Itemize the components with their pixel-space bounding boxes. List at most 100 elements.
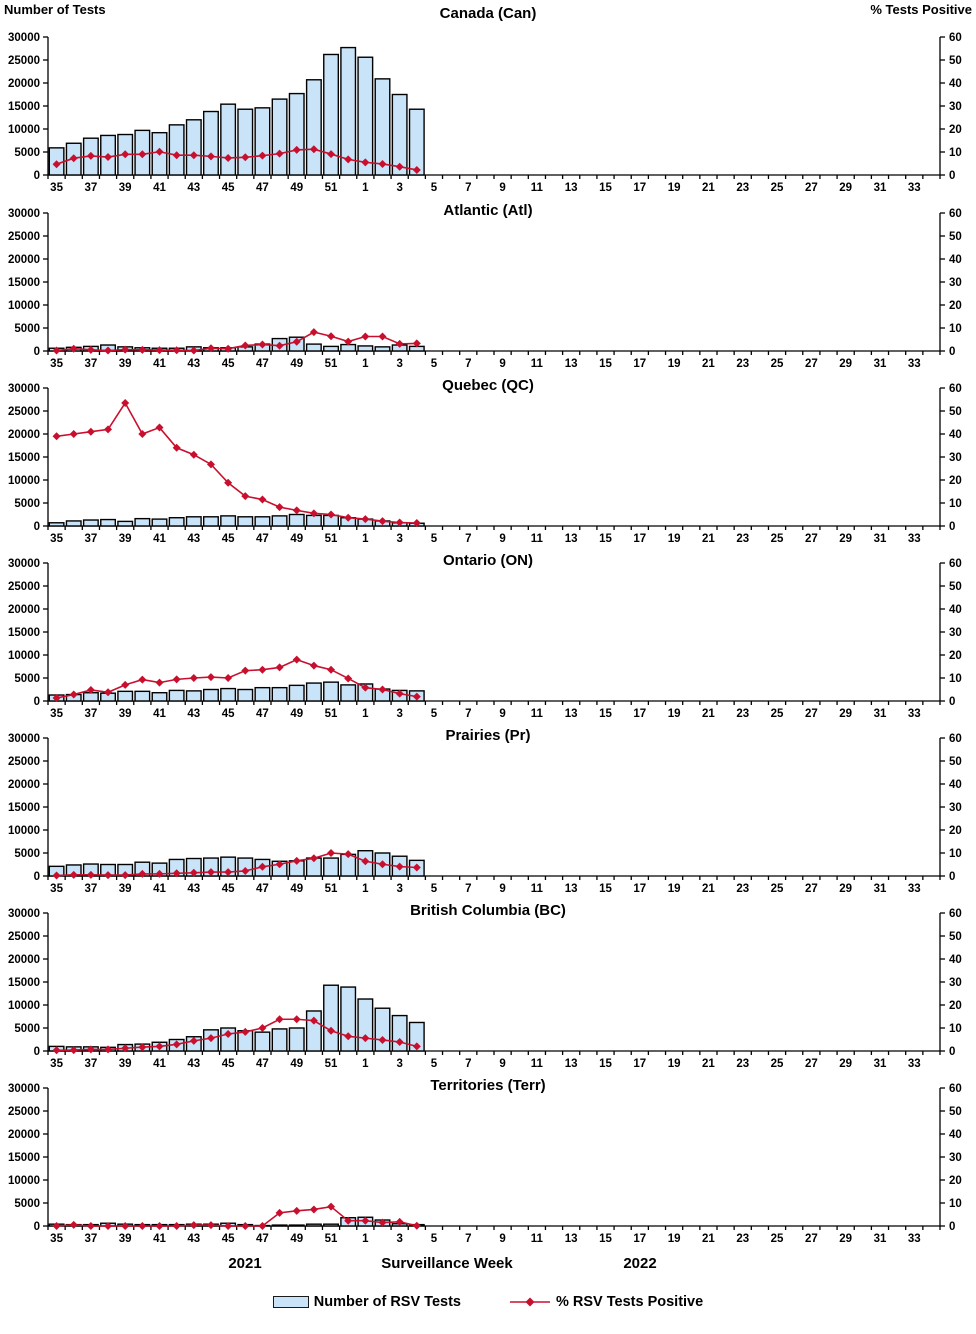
tick-label: 27 [805, 182, 818, 194]
pct-marker [258, 1024, 267, 1032]
pct-marker [52, 1222, 61, 1230]
pct-marker [395, 1038, 404, 1047]
tick-label: 43 [187, 182, 200, 194]
tick-label: 51 [325, 533, 338, 545]
tests-bar [408, 108, 425, 176]
pct-marker [206, 1221, 215, 1230]
tick-label: 17 [633, 1058, 646, 1070]
tick-label: 1 [362, 883, 369, 895]
tick-label: 23 [736, 358, 749, 370]
tests-bar [185, 516, 202, 527]
tests-bar [340, 46, 357, 176]
pct-marker [395, 162, 404, 171]
pct-marker [206, 868, 215, 877]
tick-label: 27 [805, 883, 818, 895]
tick-label: 45 [222, 1233, 235, 1245]
pct-marker [155, 678, 164, 687]
tick-label: 7 [465, 883, 471, 895]
tick-label: 33 [908, 708, 921, 720]
tick-label: 47 [256, 1233, 269, 1245]
pct-marker [189, 151, 198, 160]
tick-label: 31 [874, 358, 887, 370]
pct-marker [378, 860, 387, 869]
tick-label: 1 [362, 182, 369, 194]
tick-label: 40 [949, 78, 962, 90]
tick-label: 60 [949, 1083, 962, 1095]
tests-bar [82, 519, 99, 527]
tick-label: 5 [431, 1233, 438, 1245]
pct-marker [104, 346, 113, 355]
tests-bar [340, 684, 357, 702]
pct-marker [344, 850, 353, 859]
left-axis-title: Number of Tests [4, 2, 106, 17]
pct-marker [69, 690, 78, 699]
tests-bar [374, 346, 391, 352]
tests-bar [237, 688, 254, 702]
tick-label: 30000 [8, 558, 40, 570]
pct-marker [69, 1220, 78, 1229]
pct-marker [86, 1222, 95, 1230]
tick-label: 17 [633, 358, 646, 370]
panel-title: Canada (Can) [439, 5, 537, 22]
pct-marker [309, 661, 318, 670]
tick-label: 3 [396, 708, 402, 720]
pct-marker [344, 337, 353, 346]
tick-label: 19 [668, 182, 681, 194]
pct-marker [138, 150, 147, 159]
pct-marker [412, 692, 421, 701]
pct-marker [258, 340, 267, 349]
tests-bar [254, 1031, 271, 1052]
tick-label: 37 [84, 1058, 97, 1070]
tick-label: 29 [839, 708, 852, 720]
tests-bar [168, 517, 185, 527]
tick-label: 3 [396, 1058, 402, 1070]
tick-label: 9 [499, 358, 505, 370]
pct-marker [104, 425, 113, 434]
pct-marker [241, 341, 250, 350]
panel-plot: 0 5000 10000 15000 20000 25000 30000 0 10 20 30 40 5… [8, 558, 962, 720]
tick-label: 43 [187, 533, 200, 545]
tick-label: 15 [599, 708, 612, 720]
tick-label: 25 [771, 533, 784, 545]
tests-bar [408, 1021, 425, 1052]
pct-marker [104, 1222, 113, 1230]
tick-label: 60 [949, 733, 962, 745]
tick-label: 50 [949, 931, 962, 943]
chart-panel-territories: Territories (Terr) 0 5000 10000 15000 20000 2… [0, 1075, 976, 1250]
tests-bar [305, 682, 322, 702]
tests-bar [100, 518, 117, 527]
tick-label: 17 [633, 533, 646, 545]
pct-marker [361, 158, 370, 167]
tick-label: 30000 [8, 383, 40, 395]
panel-plot: 0 5000 10000 15000 20000 25000 30000 0 10 20 30 40 5… [8, 1083, 962, 1245]
tests-bar [134, 517, 151, 527]
tick-label: 47 [256, 182, 269, 194]
legend: Number of RSV Tests % RSV Tests Positive [0, 1282, 976, 1322]
tick-label: 27 [805, 708, 818, 720]
pct-marker [224, 868, 233, 877]
pct-marker [206, 152, 215, 161]
tick-label: 15 [599, 883, 612, 895]
tests-bar [271, 1028, 288, 1052]
tick-label: 21 [702, 708, 715, 720]
tick-label: 27 [805, 358, 818, 370]
tick-label: 60 [949, 908, 962, 920]
pct-marker [104, 153, 113, 162]
pct-marker [69, 344, 78, 353]
chart-panel-ontario: Ontario (ON) 0 5000 10000 15000 20000 25000 30… [0, 550, 976, 725]
tick-label: 30 [949, 452, 962, 464]
pct-marker [189, 674, 198, 682]
tick-label: 10 [949, 498, 962, 510]
tick-label: 50 [949, 55, 962, 67]
pct-marker [86, 151, 95, 160]
tests-bar [237, 108, 254, 176]
tick-label: 20000 [8, 254, 40, 266]
tests-bar [305, 1223, 322, 1227]
tick-label: 40 [949, 254, 962, 266]
pct-marker [292, 1015, 301, 1024]
pct-marker [309, 328, 318, 337]
tick-label: 35 [50, 533, 63, 545]
tests-bar [323, 681, 340, 702]
tick-label: 7 [465, 1058, 471, 1070]
pct-marker [275, 663, 284, 672]
